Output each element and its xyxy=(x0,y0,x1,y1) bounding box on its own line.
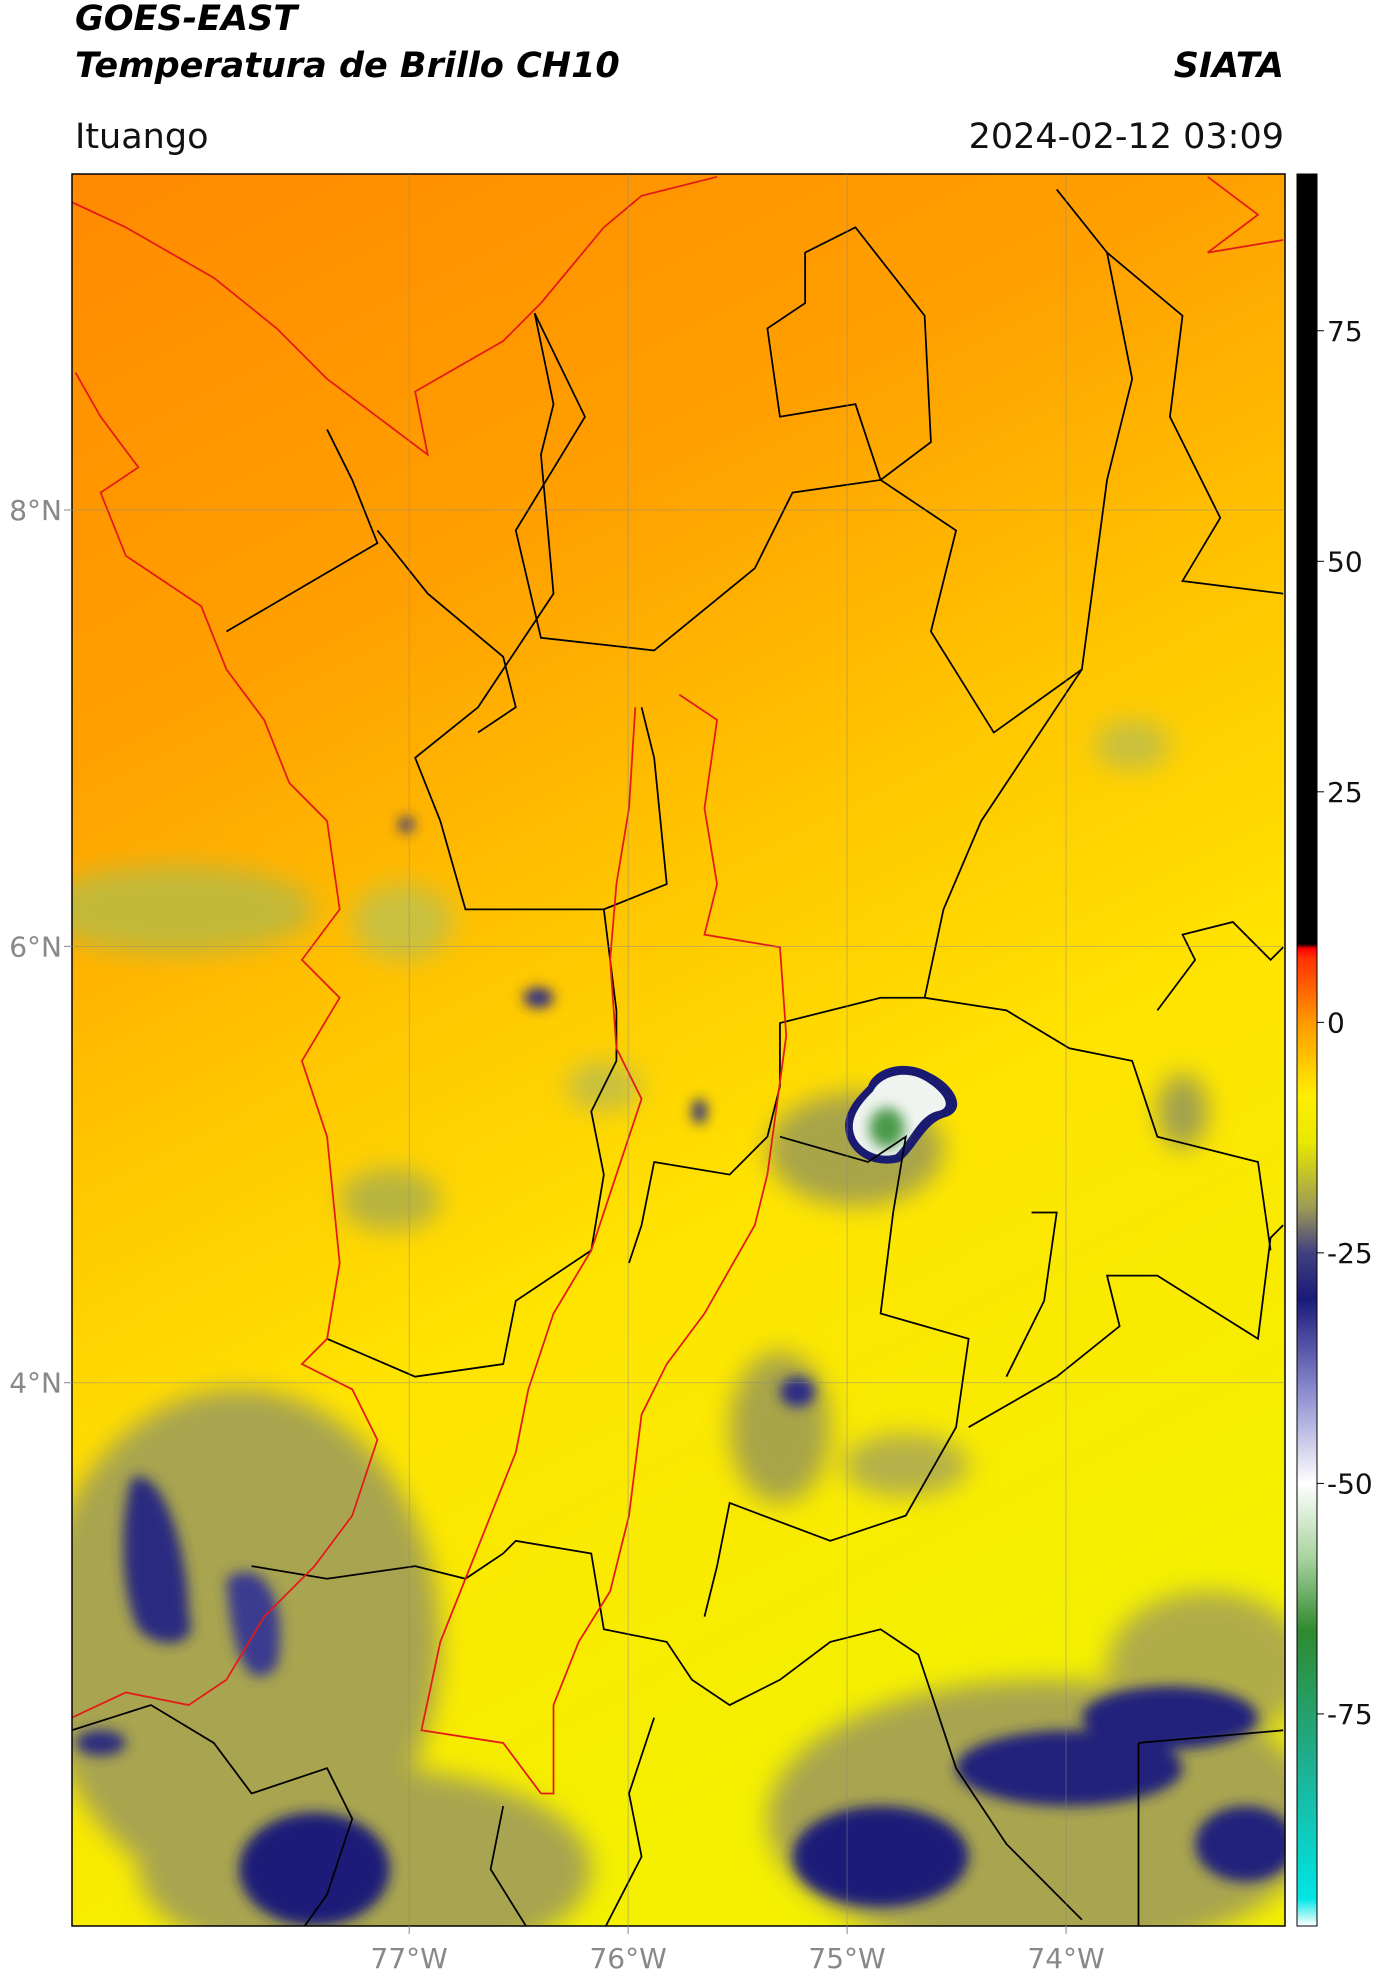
y-tick-label: 8°N xyxy=(9,494,62,527)
colorbar-tick-label: -75 xyxy=(1327,1698,1373,1731)
map-frame xyxy=(71,173,1286,1927)
colorbar: 75 50 25 0 -25 -50 -75 xyxy=(1296,173,1373,1927)
colorbar-tick-label: -50 xyxy=(1327,1467,1373,1500)
subtitle: Temperatura de Brillo CH10 xyxy=(75,46,620,86)
location: Ituango xyxy=(75,117,209,157)
x-tick-label: 76°W xyxy=(589,1942,666,1975)
colorbar-tick-label: 75 xyxy=(1327,315,1363,348)
title: GOES-EAST xyxy=(75,0,300,39)
x-tick-label: 75°W xyxy=(808,1942,885,1975)
colorbar-tick-label: 50 xyxy=(1327,545,1363,578)
graticule: 77°W 76°W 75°W 74°W 8°N 6°N 4°N xyxy=(9,174,1285,1975)
x-tick-label: 77°W xyxy=(371,1942,448,1975)
colorbar-bar xyxy=(1296,173,1318,1927)
map-image xyxy=(72,174,1285,1926)
colorbar-tick-label: 25 xyxy=(1327,776,1363,809)
colorbar-tick-label: 0 xyxy=(1327,1006,1345,1039)
source: SIATA xyxy=(1174,46,1284,86)
timestamp: 2024-02-12 03:09 xyxy=(969,117,1284,157)
colorbar-tick-label: -25 xyxy=(1327,1237,1373,1270)
y-tick-label: 4°N xyxy=(9,1367,62,1400)
borders xyxy=(72,175,1284,1926)
x-tick-label: 74°W xyxy=(1027,1942,1104,1975)
y-tick-label: 6°N xyxy=(9,930,62,963)
